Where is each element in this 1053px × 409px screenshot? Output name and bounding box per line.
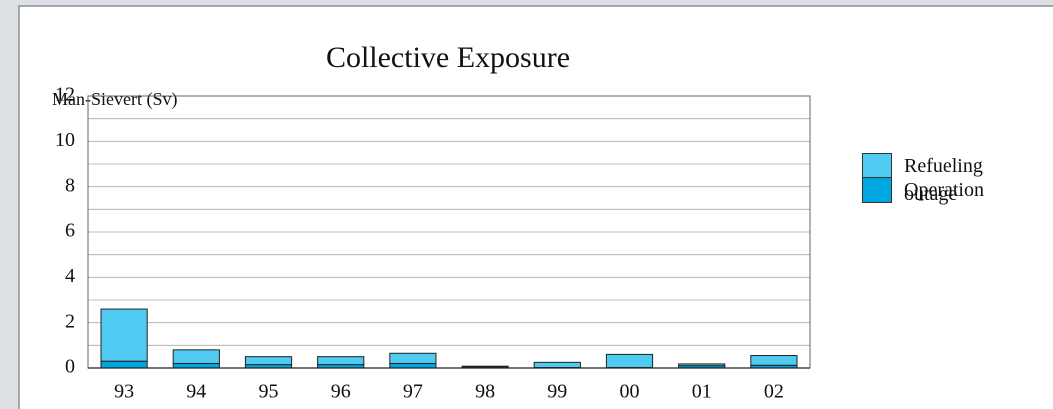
bar-segment — [533, 361, 581, 369]
bar-segment — [678, 363, 726, 367]
x-tick-label: 02 — [764, 381, 784, 403]
y-tick-label: 4 — [65, 265, 75, 287]
legend-swatch — [862, 177, 892, 203]
chart-title: Collective Exposure — [326, 41, 570, 74]
legend-item: Refueling outage — [862, 152, 1014, 208]
bar-segment — [100, 308, 148, 362]
x-tick-label: 01 — [692, 381, 712, 403]
bar-segment — [389, 362, 437, 369]
panel — [18, 5, 1053, 409]
y-tick-label: 8 — [65, 174, 75, 196]
bar-segment — [317, 356, 365, 366]
x-tick-label: 98 — [475, 381, 495, 403]
x-tick-label: 99 — [547, 381, 567, 403]
x-tick-label: 94 — [186, 381, 206, 403]
bar-segment — [172, 349, 220, 364]
bar-segment — [172, 362, 220, 369]
x-tick-label: 93 — [114, 381, 134, 403]
x-tick-label: 00 — [620, 381, 640, 403]
bar-segment — [100, 360, 148, 369]
y-tick-label: 10 — [55, 129, 75, 151]
x-tick-label: 97 — [403, 381, 423, 403]
legend-label: Operation — [904, 179, 984, 201]
legend-swatch — [862, 153, 892, 179]
y-axis-label: Man-Sievert (Sv) — [52, 89, 177, 110]
legend-label: Refueling outage — [904, 155, 983, 205]
bar-segment — [750, 355, 798, 366]
bar-segment — [605, 353, 654, 369]
x-tick-label: 95 — [259, 381, 279, 403]
y-tick-label: 2 — [65, 310, 75, 332]
bar-segment — [461, 365, 509, 368]
y-tick-label: 0 — [65, 356, 75, 378]
x-tick-label: 96 — [331, 381, 351, 403]
legend-item: Operation — [862, 176, 1014, 204]
bar-segment — [389, 352, 437, 364]
bar-segment — [244, 356, 293, 366]
y-tick-label: 12 — [55, 84, 75, 106]
y-tick-label: 6 — [65, 220, 75, 242]
